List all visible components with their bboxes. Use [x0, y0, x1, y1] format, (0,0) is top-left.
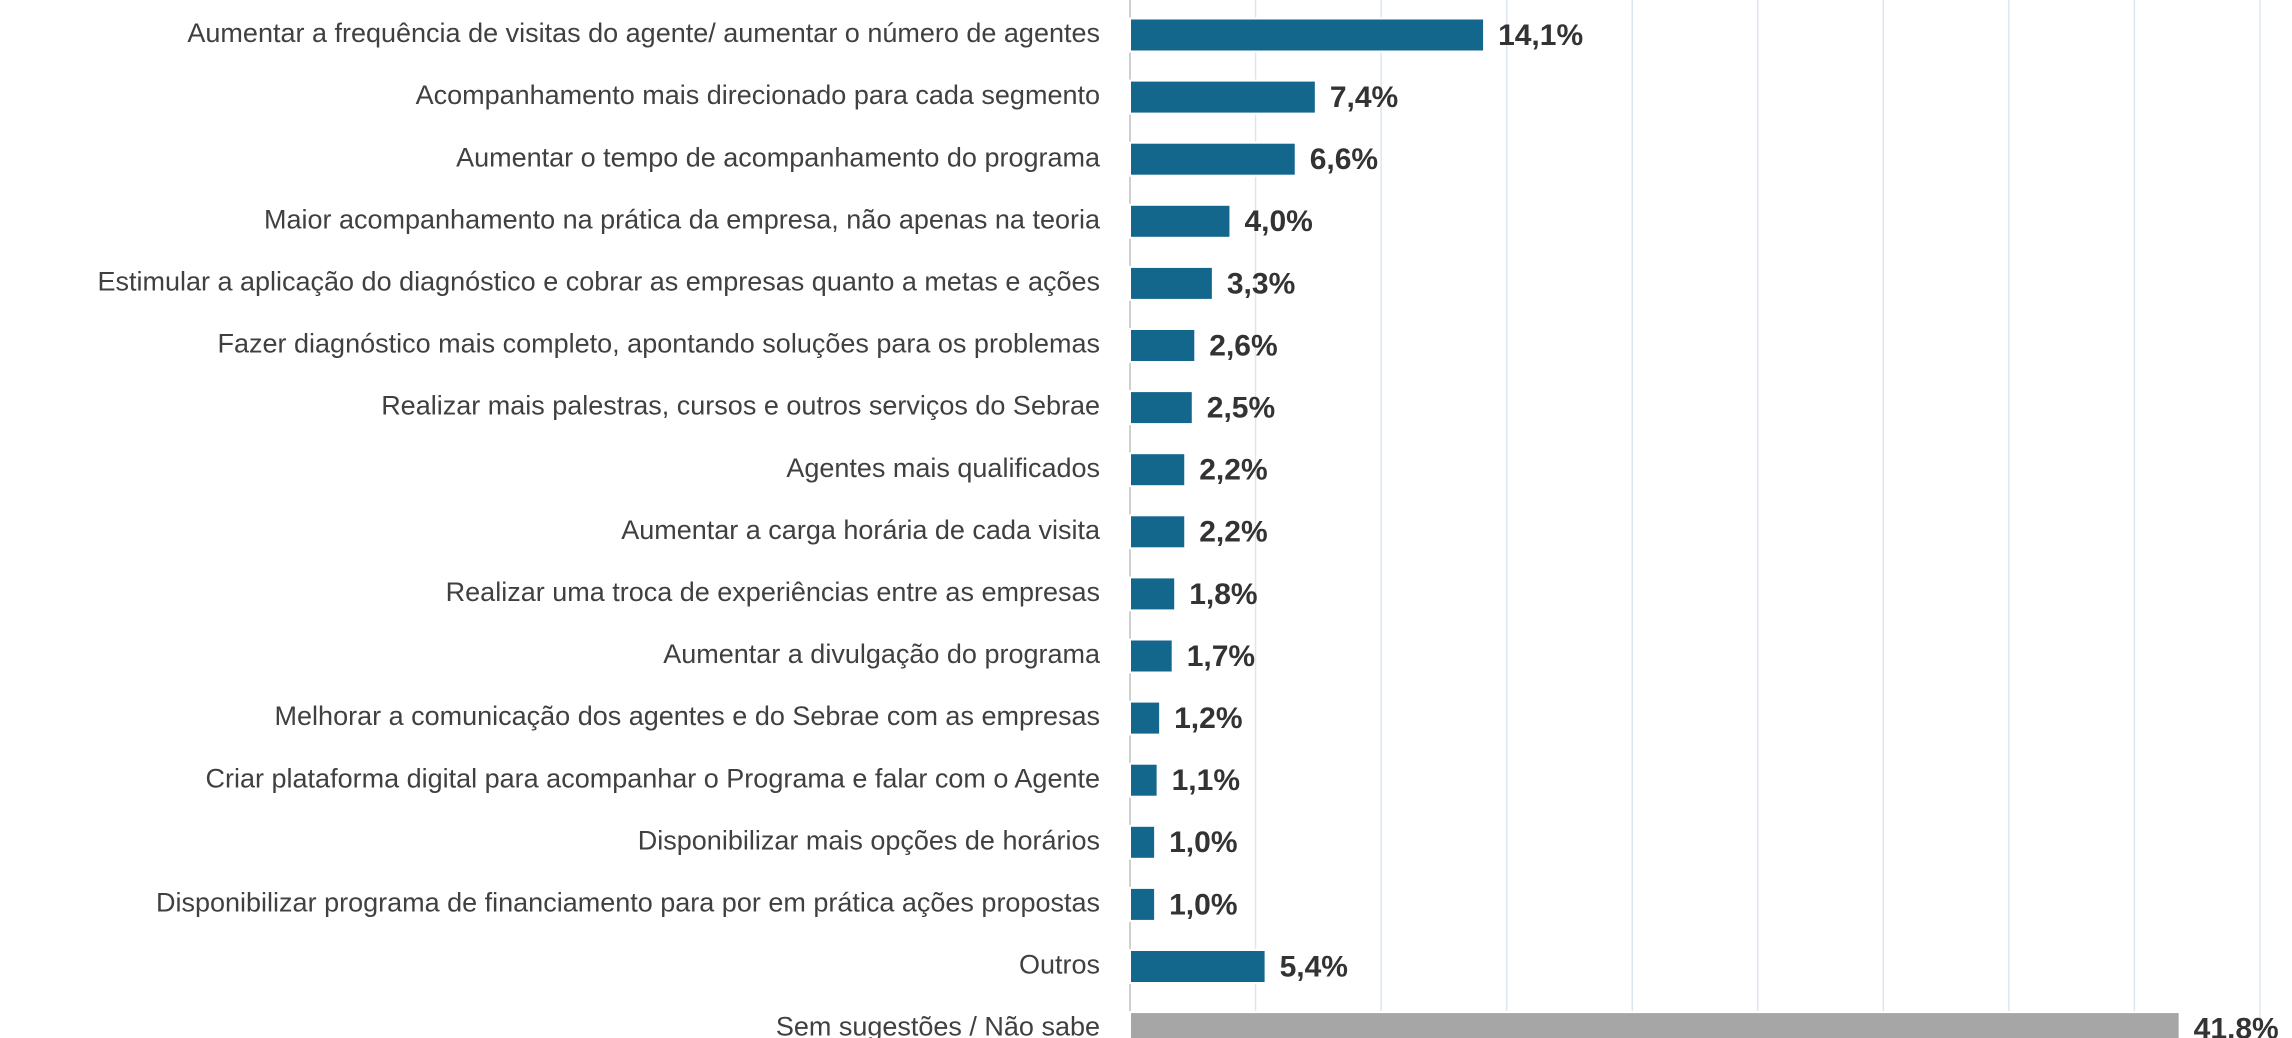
bar: [1129, 452, 1187, 488]
category-label: Estimular a aplicação do diagnóstico e c…: [97, 267, 1100, 297]
value-label: 2,6%: [1209, 329, 1277, 362]
value-label: 14,1%: [1498, 19, 1583, 52]
bar: [1129, 203, 1232, 239]
value-label: 6,6%: [1310, 143, 1378, 176]
value-label: 1,1%: [1172, 764, 1240, 797]
value-label: 7,4%: [1330, 81, 1398, 114]
value-label: 5,4%: [1280, 950, 1348, 983]
bar: [1129, 17, 1486, 53]
value-label: 1,7%: [1187, 640, 1255, 673]
category-label: Disponibilizar programa de financiamento…: [156, 888, 1100, 918]
category-label: Realizar mais palestras, cursos e outros…: [381, 391, 1100, 421]
category-label: Sem sugestões / Não sabe: [776, 1012, 1100, 1038]
category-label: Realizar uma troca de experiências entre…: [446, 577, 1100, 607]
category-label: Aumentar a carga horária de cada visita: [621, 515, 1101, 545]
value-label: 2,5%: [1207, 392, 1275, 425]
bar: [1129, 949, 1267, 984]
bar: [1129, 514, 1187, 550]
category-label: Maior acompanhamento na prática da empre…: [264, 204, 1101, 234]
category-label: Melhorar a comunicação dos agentes e do …: [275, 701, 1100, 731]
category-label: Acompanhamento mais direcionado para cad…: [416, 80, 1100, 110]
value-label: 2,2%: [1199, 516, 1267, 549]
category-label: Fazer diagnóstico mais completo, apontan…: [218, 329, 1101, 359]
bar: [1129, 265, 1214, 301]
category-label: Criar plataforma digital para acompanhar…: [206, 763, 1100, 793]
value-label: 1,8%: [1189, 578, 1257, 611]
category-label: Outros: [1019, 950, 1100, 980]
bar: [1129, 1011, 2181, 1038]
value-label: 2,2%: [1199, 454, 1267, 487]
value-label: 1,0%: [1169, 888, 1237, 921]
value-label: 4,0%: [1244, 205, 1312, 238]
category-label: Aumentar a divulgação do programa: [663, 639, 1101, 669]
bar: [1129, 700, 1162, 736]
bar: [1129, 79, 1317, 115]
category-label: Disponibilizar mais opções de horários: [638, 825, 1100, 855]
bar: [1129, 328, 1197, 363]
bar: [1129, 638, 1174, 674]
value-label: 1,0%: [1169, 826, 1237, 859]
bar: [1129, 824, 1157, 860]
bar: [1129, 141, 1297, 177]
value-label: 1,2%: [1174, 702, 1242, 735]
value-label: 3,3%: [1227, 267, 1295, 300]
category-label: Agentes mais qualificados: [786, 453, 1100, 483]
bar: [1129, 886, 1157, 922]
category-label: Aumentar o tempo de acompanhamento do pr…: [456, 142, 1101, 172]
bar: [1129, 576, 1177, 612]
bar: [1129, 762, 1159, 798]
value-label: 41,8%: [2194, 1013, 2279, 1038]
bar: [1129, 390, 1194, 426]
category-label: Aumentar a frequência de visitas do agen…: [187, 18, 1100, 48]
